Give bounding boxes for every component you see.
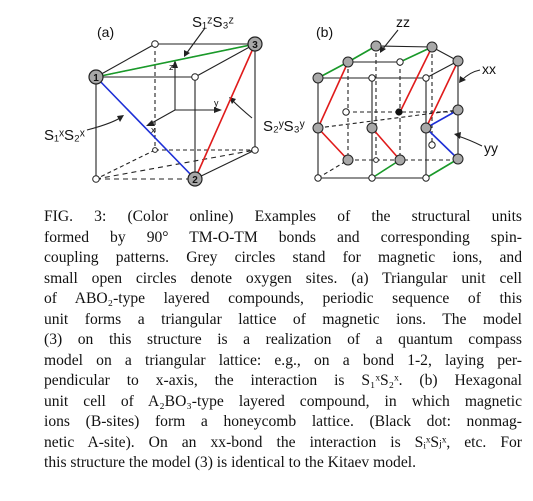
bond-green-top [399, 46, 433, 63]
caption-line: formed by 90° TM-O-TM bonds and correspo… [44, 228, 522, 246]
oxygen-site [314, 174, 322, 182]
magnetic-ion-1 [88, 69, 104, 85]
magnetic-ion [342, 56, 354, 68]
panel-b: (b) zz xx yy [312, 14, 498, 182]
magnetic-ion [370, 40, 382, 52]
hex-hidden-edge [317, 109, 459, 129]
oxygen-site [251, 146, 259, 154]
magnetic-ion [394, 154, 406, 166]
axis-y-label: y [214, 98, 219, 108]
label-xx: xx [482, 61, 496, 77]
leader-yy [457, 135, 483, 147]
hex-edge [425, 60, 459, 79]
label-s1x-s2x: S₁ˣS₂ˣ [44, 127, 85, 144]
cube-a-hidden-edge [95, 149, 156, 180]
magnetic-ion [452, 55, 464, 67]
axis-z-label: z [169, 62, 174, 72]
node-1-label: 1 [93, 73, 99, 84]
bond-blue [425, 127, 459, 160]
leader-xx [461, 69, 481, 81]
caption-line: pendicular to x-axis, the interaction is… [44, 372, 522, 389]
magnetic-ion [452, 153, 464, 165]
magnetic-ion [452, 104, 464, 116]
caption-line: netic A-site). On an xx-bond the interac… [44, 433, 522, 451]
axis-x-label: x [151, 125, 156, 135]
label-zz: zz [396, 14, 410, 30]
nonmagnetic-a-site [395, 108, 403, 116]
oxygen-site [422, 74, 430, 82]
oxygen-site [396, 58, 404, 66]
bond-green-1-3 [95, 43, 256, 78]
leader-zz [381, 29, 399, 51]
axis-x-line [149, 109, 176, 125]
oxygen-site [373, 157, 379, 163]
leader-left [86, 117, 121, 131]
hex-hidden-edge [317, 159, 349, 179]
bond-green-top [317, 61, 349, 79]
caption-line: small open circles denote oxygen sites. … [44, 269, 522, 287]
caption-line: of ABO₂-type layered compounds, periodic… [44, 290, 522, 307]
caption-line: coupling patterns. Grey circles stand fo… [44, 249, 522, 266]
magnetic-ion [312, 122, 324, 134]
leader-top [185, 27, 206, 55]
bond-red [425, 60, 459, 129]
magnetic-ion-2 [187, 171, 203, 187]
label-s1z-s3z: S₁ᶻS₃ᶻ [192, 14, 234, 31]
oxygen-site [422, 174, 430, 182]
caption-line: ions (B-sites) form a honeycomb lattice.… [44, 413, 522, 430]
label-s2y-s3y: S₂ʸS₃ʸ [263, 118, 305, 135]
oxygen-site [428, 141, 436, 149]
cube-a-hidden-edge [95, 149, 256, 180]
node-3-label: 3 [252, 40, 258, 51]
bond-red [317, 127, 349, 161]
magnetic-ion-3 [247, 36, 263, 52]
bond-red [399, 46, 433, 113]
figure-3: 1 2 3 (a) S₁ᶻS₃ᶻ S₂ʸS₃ʸ S₁ˣS₂ˣ z y x [44, 14, 498, 187]
magnetic-ion [342, 154, 354, 166]
caption-line: unit forms a triangular lattice of magne… [44, 310, 522, 328]
panel-a-label: (a) [97, 24, 114, 40]
bond-blue-1-2 [95, 76, 196, 180]
figure-caption: FIG. 3: (Color online) Examples of the s… [44, 207, 522, 474]
bond-red [371, 127, 401, 161]
bond-green-bottom [425, 158, 459, 179]
caption-line: (3) on this structure is a realization o… [44, 331, 522, 348]
oxygen-site [92, 175, 100, 183]
bond-green-bottom [371, 159, 401, 179]
magnetic-ion [366, 122, 378, 134]
caption-line: model on a triangular lattice: e.g., on … [44, 351, 522, 369]
oxygen-site [342, 108, 350, 116]
hex-top-edge [317, 46, 459, 79]
bond-red [317, 61, 349, 129]
caption-line: this structure the model (3) is identica… [44, 454, 416, 471]
oxygen-site [368, 174, 376, 182]
oxygen-site [191, 73, 199, 81]
magnetic-ion [426, 41, 438, 53]
magnetic-ion [420, 122, 432, 134]
oxygen-site [152, 147, 158, 153]
panel-b-label: (b) [316, 24, 333, 40]
leader-right [231, 99, 253, 119]
label-yy: yy [484, 140, 498, 156]
magnetic-ion [312, 72, 324, 84]
oxygen-site [368, 74, 376, 82]
cube-a-edge [194, 43, 256, 78]
caption-line: unit cell of A₂BO₃-type layered compound… [44, 392, 522, 410]
bond-blue [425, 109, 459, 129]
oxygen-site [151, 40, 159, 48]
cube-a-edge [194, 149, 256, 180]
cube-a-edge [95, 43, 156, 78]
caption-line: FIG. 3: (Color online) Examples of the s… [44, 208, 522, 225]
panel-a: 1 2 3 (a) S₁ᶻS₃ᶻ S₂ʸS₃ʸ S₁ˣS₂ˣ z y x [44, 14, 305, 187]
bond-red-3-2 [194, 43, 256, 180]
node-2-label: 2 [192, 175, 198, 186]
